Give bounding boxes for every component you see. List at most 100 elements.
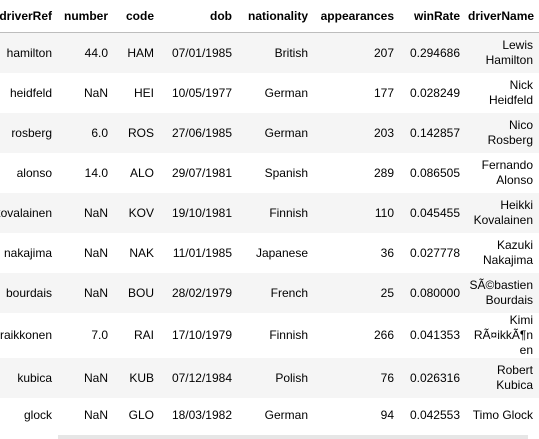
cell-driverref: nakajima xyxy=(0,233,58,273)
cell-drivername: Fernando Alonso xyxy=(466,153,539,193)
cell-code: BOU xyxy=(114,273,160,313)
cell-dob: 11/01/1985 xyxy=(160,233,238,273)
table-row: rosberg 6.0 ROS 27/06/1985 German 203 0.… xyxy=(0,113,539,153)
cell-code: GLO xyxy=(114,398,160,432)
cell-drivername: SÃ©bastien Bourdais xyxy=(466,273,539,313)
column-header-appearances: appearances xyxy=(314,0,400,33)
cell-appearances: 289 xyxy=(314,153,400,193)
column-header-code: code xyxy=(114,0,160,33)
cell-appearances: 203 xyxy=(314,113,400,153)
cell-number: 6.0 xyxy=(58,113,114,153)
cell-code: ROS xyxy=(114,113,160,153)
cell-driverref: raikkonen xyxy=(0,313,58,358)
cell-appearances: 94 xyxy=(314,398,400,432)
column-header-winrate: winRate xyxy=(400,0,466,33)
cell-number: NaN xyxy=(58,73,114,113)
cell-winrate: 0.142857 xyxy=(400,113,466,153)
cell-dob: 17/10/1979 xyxy=(160,313,238,358)
cell-winrate: 0.294686 xyxy=(400,32,466,73)
cell-winrate: 0.086505 xyxy=(400,153,466,193)
cell-nationality: Polish xyxy=(238,358,314,398)
table-row: nakajima NaN NAK 11/01/1985 Japanese 36 … xyxy=(0,233,539,273)
horizontal-scrollbar[interactable] xyxy=(58,435,528,439)
cell-drivername: Lewis Hamilton xyxy=(466,32,539,73)
cell-code: KUB xyxy=(114,358,160,398)
cell-dob: 18/03/1982 xyxy=(160,398,238,432)
cell-number: NaN xyxy=(58,233,114,273)
cell-driverref: bourdais xyxy=(0,273,58,313)
cell-nationality: Spanish xyxy=(238,153,314,193)
header-row: driverRef number code dob nationality ap… xyxy=(0,0,539,33)
column-header-number: number xyxy=(58,0,114,33)
cell-driverref: kubica xyxy=(0,358,58,398)
cell-code: HAM xyxy=(114,32,160,73)
cell-appearances: 266 xyxy=(314,313,400,358)
cell-dob: 29/07/1981 xyxy=(160,153,238,193)
cell-drivername: Robert Kubica xyxy=(466,358,539,398)
cell-dob: 27/06/1985 xyxy=(160,113,238,153)
table-row: heidfeld NaN HEI 10/05/1977 German 177 0… xyxy=(0,73,539,113)
cell-driverref: heidfeld xyxy=(0,73,58,113)
column-header-driverref: driverRef xyxy=(0,0,58,33)
cell-nationality: German xyxy=(238,73,314,113)
cell-winrate: 0.027778 xyxy=(400,233,466,273)
cell-nationality: Japanese xyxy=(238,233,314,273)
cell-drivername: Heikki Kovalainen xyxy=(466,193,539,233)
cell-drivername: Kimi RÃ¤ikkÃ¶nen xyxy=(466,313,539,358)
cell-number: NaN xyxy=(58,273,114,313)
cell-appearances: 25 xyxy=(314,273,400,313)
table-row: glock NaN GLO 18/03/1982 German 94 0.042… xyxy=(0,398,539,432)
cell-dob: 07/01/1985 xyxy=(160,32,238,73)
cell-nationality: German xyxy=(238,398,314,432)
cell-nationality: Finnish xyxy=(238,193,314,233)
cell-winrate: 0.045455 xyxy=(400,193,466,233)
cell-code: KOV xyxy=(114,193,160,233)
cell-driverref: glock xyxy=(0,398,58,432)
table-row: kubica NaN KUB 07/12/1984 Polish 76 0.02… xyxy=(0,358,539,398)
cell-winrate: 0.080000 xyxy=(400,273,466,313)
cell-number: NaN xyxy=(58,358,114,398)
cell-driverref: rosberg xyxy=(0,113,58,153)
cell-number: 7.0 xyxy=(58,313,114,358)
cell-winrate: 0.026316 xyxy=(400,358,466,398)
cell-dob: 28/02/1979 xyxy=(160,273,238,313)
cell-code: HEI xyxy=(114,73,160,113)
cell-nationality: Finnish xyxy=(238,313,314,358)
cell-dob: 07/12/1984 xyxy=(160,358,238,398)
cell-winrate: 0.042553 xyxy=(400,398,466,432)
cell-drivername: Nico Rosberg xyxy=(466,113,539,153)
cell-nationality: British xyxy=(238,32,314,73)
cell-dob: 10/05/1977 xyxy=(160,73,238,113)
cell-driverref: hamilton xyxy=(0,32,58,73)
cell-nationality: French xyxy=(238,273,314,313)
cell-code: RAI xyxy=(114,313,160,358)
cell-number: 44.0 xyxy=(58,32,114,73)
cell-number: NaN xyxy=(58,193,114,233)
table-row: kovalainen NaN KOV 19/10/1981 Finnish 11… xyxy=(0,193,539,233)
table-row: raikkonen 7.0 RAI 17/10/1979 Finnish 266… xyxy=(0,313,539,358)
cell-number: NaN xyxy=(58,398,114,432)
cell-driverref: kovalainen xyxy=(0,193,58,233)
cell-appearances: 76 xyxy=(314,358,400,398)
cell-driverref: alonso xyxy=(0,153,58,193)
cell-drivername: Kazuki Nakajima xyxy=(466,233,539,273)
cell-code: NAK xyxy=(114,233,160,273)
cell-dob: 19/10/1981 xyxy=(160,193,238,233)
table-row: bourdais NaN BOU 28/02/1979 French 25 0.… xyxy=(0,273,539,313)
column-header-drivername: driverName xyxy=(466,0,539,33)
cell-code: ALO xyxy=(114,153,160,193)
table-row: hamilton 44.0 HAM 07/01/1985 British 207… xyxy=(0,32,539,73)
cell-drivername: Nick Heidfeld xyxy=(466,73,539,113)
cell-winrate: 0.028249 xyxy=(400,73,466,113)
column-header-dob: dob xyxy=(160,0,238,33)
cell-appearances: 110 xyxy=(314,193,400,233)
cell-number: 14.0 xyxy=(58,153,114,193)
cell-drivername: Timo Glock xyxy=(466,398,539,432)
table-row: alonso 14.0 ALO 29/07/1981 Spanish 289 0… xyxy=(0,153,539,193)
cell-appearances: 207 xyxy=(314,32,400,73)
column-header-nationality: nationality xyxy=(238,0,314,33)
cell-nationality: German xyxy=(238,113,314,153)
cell-appearances: 177 xyxy=(314,73,400,113)
